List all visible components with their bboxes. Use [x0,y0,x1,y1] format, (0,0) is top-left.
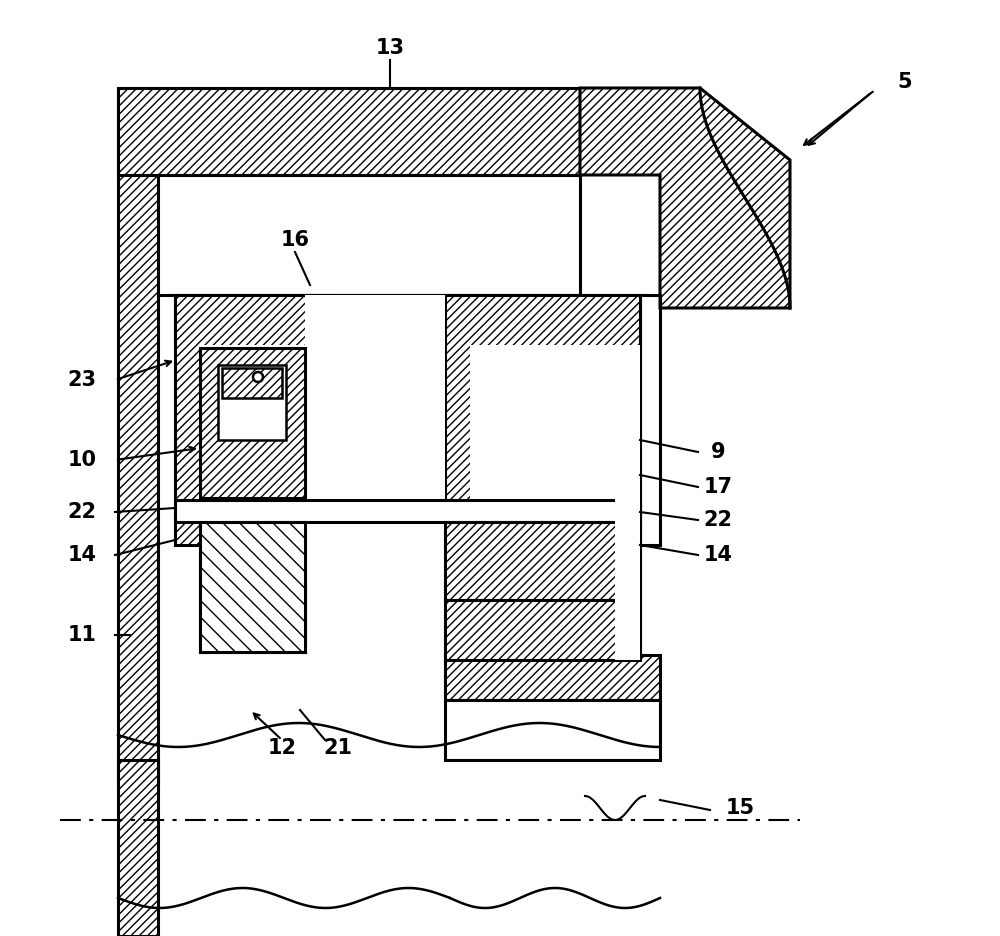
Bar [445,522,640,600]
Text: 14: 14 [68,545,96,565]
Bar [175,295,640,345]
Text: 5: 5 [898,72,912,92]
Bar [200,348,305,498]
Bar [200,522,305,652]
Bar [200,345,305,520]
Bar [222,368,282,398]
Text: 10: 10 [68,450,96,470]
Bar [615,345,640,660]
Bar [158,175,580,295]
Bar [445,700,660,760]
Text: 22: 22 [68,502,96,522]
Text: 13: 13 [376,38,404,58]
Bar [118,760,158,936]
Bar [470,345,615,520]
Text: 11: 11 [68,625,96,645]
Bar [445,655,660,700]
Polygon shape [175,295,330,545]
Text: 23: 23 [68,370,96,390]
Text: 14: 14 [704,545,732,565]
Bar [305,295,445,585]
Polygon shape [580,88,790,308]
Polygon shape [445,295,640,545]
Text: 9: 9 [711,442,725,462]
Text: 16: 16 [280,230,310,250]
Text: 12: 12 [268,738,296,758]
Text: 17: 17 [704,477,732,497]
Bar [445,600,640,660]
Text: 15: 15 [725,798,755,818]
Text: 22: 22 [704,510,732,530]
Circle shape [253,372,263,382]
Text: 21: 21 [324,738,352,758]
Bar [218,365,286,440]
Bar [118,88,580,175]
Bar [118,88,158,788]
Bar [175,500,640,522]
